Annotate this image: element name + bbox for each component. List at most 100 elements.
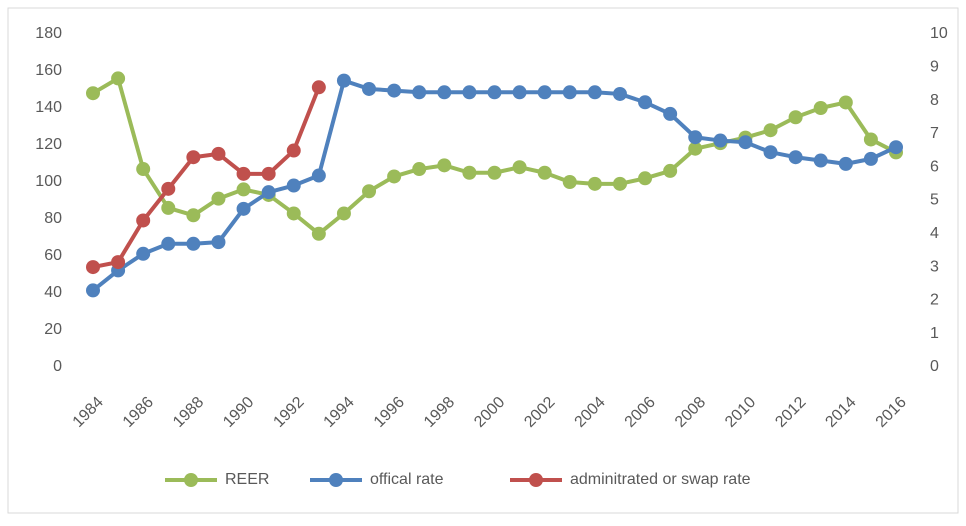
data-point	[336, 206, 351, 221]
data-point	[186, 150, 201, 165]
data-point	[261, 185, 276, 200]
data-point	[86, 260, 100, 275]
y2-tick-label: 7	[930, 125, 939, 142]
y2-tick-label: 6	[930, 158, 939, 175]
y2-tick-label: 3	[930, 258, 939, 275]
data-point	[211, 191, 226, 206]
data-point	[236, 182, 251, 197]
data-point	[362, 81, 377, 96]
data-point	[863, 151, 878, 166]
data-point	[512, 160, 527, 175]
data-point	[688, 141, 703, 156]
y2-tick-label: 8	[930, 92, 939, 109]
data-point	[462, 85, 477, 100]
legend-label: adminitrated or swap rate	[570, 471, 751, 488]
data-point	[587, 176, 602, 191]
legend-label: offical rate	[370, 471, 444, 488]
data-point	[663, 106, 678, 121]
y-tick-label: 40	[44, 284, 62, 301]
data-point	[136, 246, 151, 261]
data-point	[161, 181, 176, 196]
chart-frame	[7, 7, 959, 514]
data-point	[437, 85, 452, 100]
data-point	[236, 166, 251, 181]
data-point	[387, 83, 402, 98]
data-point	[838, 95, 853, 110]
y-tick-label: 160	[35, 62, 62, 79]
data-point	[261, 166, 276, 181]
data-point	[86, 86, 100, 101]
data-point	[311, 168, 326, 183]
data-point	[788, 150, 803, 165]
data-point	[387, 169, 402, 184]
data-point	[512, 85, 527, 100]
data-point	[86, 283, 100, 298]
data-point	[889, 140, 903, 155]
data-point	[136, 213, 151, 228]
data-point	[487, 85, 502, 100]
data-point	[562, 175, 577, 189]
y2-tick-label: 1	[930, 325, 939, 342]
y2-tick-label: 5	[930, 192, 939, 209]
data-point	[161, 200, 176, 215]
y-tick-label: 100	[35, 173, 62, 190]
data-point	[537, 165, 552, 180]
y-tick-label: 140	[35, 99, 62, 116]
y2-tick-label: 9	[930, 59, 939, 76]
data-point	[437, 158, 452, 173]
data-point	[186, 236, 201, 251]
legend-marker	[529, 473, 543, 487]
data-point	[211, 235, 226, 250]
legend-marker	[329, 473, 343, 487]
data-point	[738, 135, 753, 150]
data-point	[763, 145, 778, 160]
y-tick-label: 180	[35, 25, 62, 42]
data-point	[813, 153, 828, 168]
data-point	[763, 123, 778, 138]
y2-tick-label: 10	[930, 25, 948, 42]
y2-tick-label: 0	[930, 358, 939, 375]
data-point	[211, 146, 226, 161]
y-tick-label: 0	[53, 358, 62, 375]
data-point	[111, 71, 126, 86]
data-point	[111, 255, 126, 270]
data-point	[612, 176, 627, 191]
data-point	[412, 162, 427, 177]
y2-tick-label: 2	[930, 292, 939, 309]
data-point	[638, 171, 653, 186]
data-point	[236, 201, 251, 216]
data-point	[612, 86, 627, 101]
y-tick-label: 60	[44, 247, 62, 264]
data-point	[186, 208, 201, 223]
data-point	[587, 85, 602, 100]
data-point	[713, 133, 728, 148]
data-point	[286, 206, 301, 221]
data-point	[362, 184, 377, 199]
legend-marker	[184, 473, 198, 487]
data-point	[487, 165, 502, 180]
data-point	[462, 165, 477, 180]
data-point	[562, 85, 577, 100]
data-point	[688, 130, 703, 145]
data-point	[813, 101, 828, 115]
data-point	[663, 163, 678, 178]
y-tick-label: 80	[44, 210, 62, 227]
data-point	[336, 73, 351, 88]
y-tick-label: 20	[44, 321, 62, 338]
data-point	[838, 156, 853, 171]
data-point	[412, 85, 427, 100]
data-point	[161, 236, 176, 251]
y2-tick-label: 4	[930, 225, 939, 242]
data-point	[286, 143, 301, 158]
y-tick-label: 120	[35, 136, 62, 153]
data-point	[136, 162, 151, 177]
legend-label: REER	[225, 471, 269, 488]
data-point	[537, 85, 552, 100]
series-line	[92, 86, 321, 270]
data-point	[638, 95, 653, 110]
data-point	[311, 226, 326, 241]
data-point	[788, 110, 803, 125]
data-point	[286, 178, 301, 193]
data-point	[311, 80, 326, 95]
